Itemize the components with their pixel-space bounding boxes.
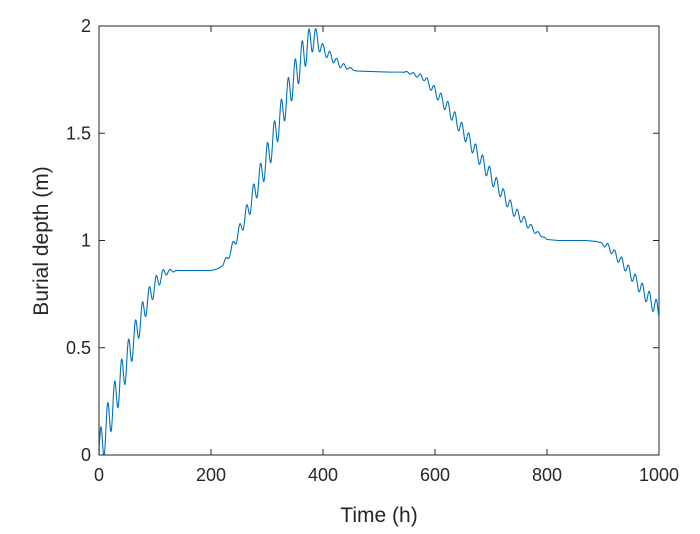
y-tick-label: 2 [81, 16, 91, 36]
x-tick-label: 400 [308, 465, 338, 485]
x-tick-label: 600 [420, 465, 450, 485]
y-tick-label: 0 [81, 445, 91, 465]
x-tick-label: 1000 [639, 465, 679, 485]
x-axis-title: Time (h) [340, 504, 417, 527]
y-tick-label: 0.5 [66, 338, 91, 358]
x-tick-label: 0 [94, 465, 104, 485]
x-tick-label: 200 [196, 465, 226, 485]
y-tick-label: 1 [81, 231, 91, 251]
plot-area [98, 25, 660, 456]
x-tick-label: 800 [532, 465, 562, 485]
y-tick-label: 1.5 [66, 123, 91, 143]
x-axis-ticks: 0 200 400 600 800 1000 [94, 26, 679, 485]
y-axis-title: Burial depth (m) [30, 166, 53, 315]
burial-depth-series-line [98, 28, 660, 456]
y-axis-ticks: 0 0.5 1 1.5 2 [66, 16, 659, 465]
